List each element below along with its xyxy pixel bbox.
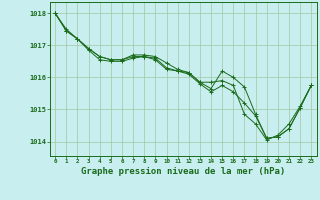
X-axis label: Graphe pression niveau de la mer (hPa): Graphe pression niveau de la mer (hPa) xyxy=(81,167,285,176)
